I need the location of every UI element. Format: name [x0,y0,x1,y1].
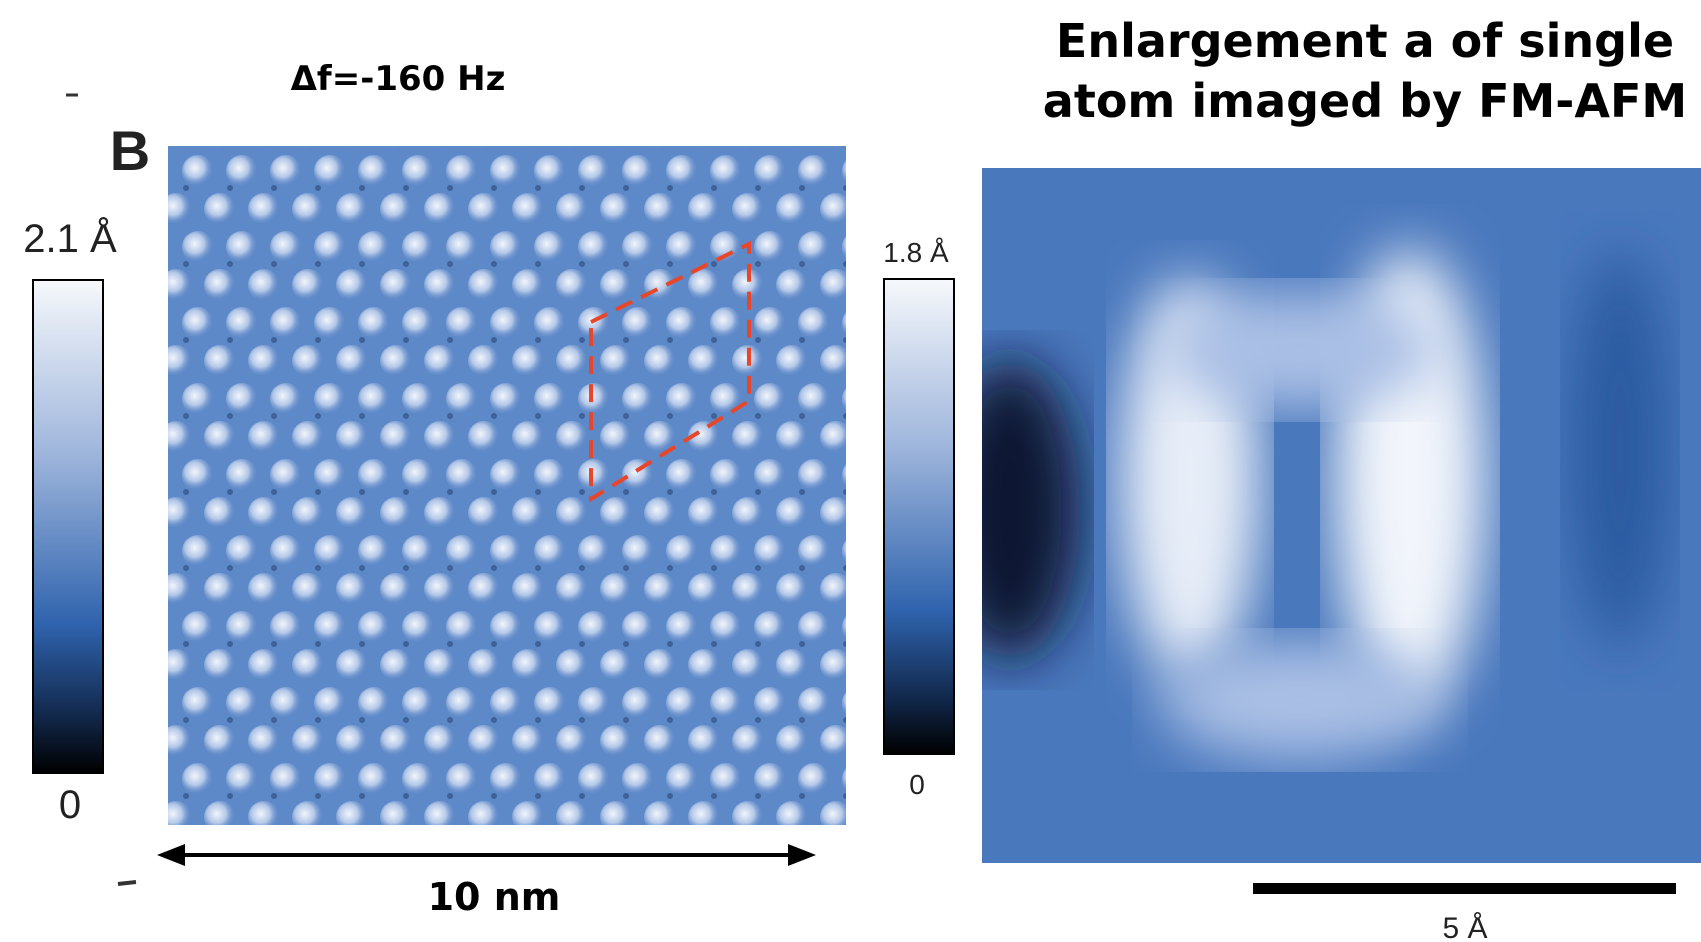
atom-image [940,168,1701,863]
figure: Δf=-160 Hz Enlargement a of single atom … [0,0,1701,942]
scale-label: 10 nm [428,875,561,919]
colorbar-min: 0 [909,769,925,800]
frequency-shift: Δf=-160 Hz [291,59,506,99]
colorbar-max: 2.1 Å [23,216,117,261]
title-line: Enlargement a of single [1056,14,1674,68]
colorbar-max: 1.8 Å [883,237,949,268]
panel-label: B [110,119,150,182]
title-line: atom imaged by FM-AFM [1043,74,1687,128]
arrow-head [157,844,185,866]
colorbar [33,280,103,773]
arrow-head [788,844,816,866]
scale-label: 5 Å [1442,912,1487,942]
colorbar [884,279,954,754]
colorbar-min: 0 [59,783,81,827]
dash [118,882,136,884]
scale-bar [1253,883,1676,894]
